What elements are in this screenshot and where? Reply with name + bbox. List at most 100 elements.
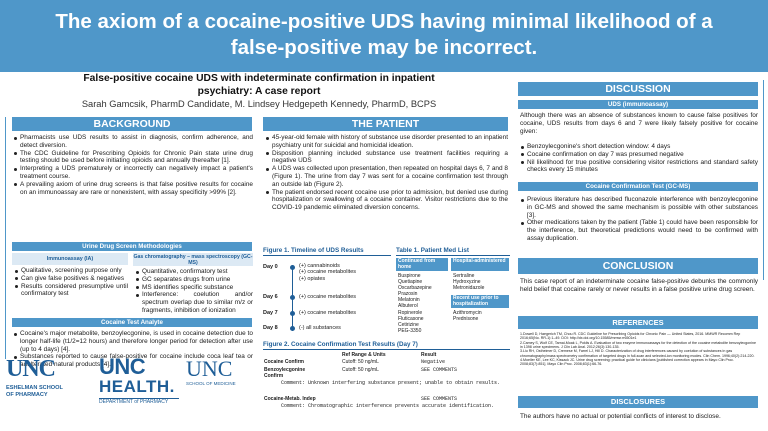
authors: Sarah Gamcsik, PharmD Candidate, M. Lind…: [81, 99, 437, 109]
subtitle-line1: False-positive cocaine UDS with indeterm…: [83, 73, 435, 84]
uds-item: Nil likelihood for true positive conside…: [520, 159, 758, 175]
discussion-gcms-item: Previous literature has described flucon…: [520, 196, 758, 219]
timeline-result: (+) cocaine metabolites: [299, 310, 357, 316]
patient-item: 45-year-old female with history of subst…: [265, 134, 508, 150]
med-item: Quetiapine: [398, 279, 423, 286]
analyte-item: Cocaine's major metabolite, benzoylecgon…: [13, 330, 253, 353]
patient-list: 45-year-old female with history of subst…: [265, 134, 508, 212]
gcms-subheader: Cocaine Confirmation Test (GC-MS): [518, 182, 758, 191]
figure1-title: Figure 1. Timeline of UDS Results: [263, 247, 391, 256]
table1-col1: Buspirone Quetiapine Oxcarbazepine Prazo…: [398, 273, 432, 334]
uds-item: Cocaine confirmation on day 7 was presum…: [520, 151, 758, 159]
poster-subtitle: False-positive cocaine UDS with indeterm…: [4, 73, 514, 98]
timeline-day: Day 6: [263, 294, 278, 300]
discussion-gcms-list: Previous literature has described flucon…: [520, 196, 758, 243]
med-item: Prazosin: [398, 291, 418, 298]
poster-title-line2: false-positive may be incorrect.: [230, 36, 538, 59]
med-item: Cetirizine: [398, 321, 419, 328]
analyte-list: Cocaine's major metabolite, benzoylecgon…: [13, 330, 253, 369]
unc-health-line1: UNC: [99, 354, 146, 379]
background-header: BACKGROUND: [12, 117, 252, 131]
background-item: Interpreting a UDS prematurely or incorr…: [13, 165, 253, 181]
immunoassay-list: Qualitative, screening purpose only Can …: [14, 267, 128, 298]
references-header: REFERENCES: [518, 316, 758, 329]
immunoassay-title: Immunoassay (IA): [12, 253, 128, 265]
timeline-day: Day 8: [263, 325, 278, 331]
immunoassay-item: Qualitative, screening purpose only: [14, 267, 128, 275]
fig2-row-ref: Cutoff: 50 ng/mL: [342, 359, 379, 365]
reference-item: 3.Liu RH, Ostheimer D, Cremese M, Farrel…: [520, 349, 755, 358]
patient-item: A UDS was collected upon presentation, t…: [265, 165, 508, 188]
discussion-gcms-item: Other medications taken by the patient (…: [520, 219, 758, 242]
references-list: 1.Dowell D, Haegerich TM, Chou R. CDC Gu…: [520, 332, 758, 367]
timeline-result: (+) opiates: [299, 275, 326, 282]
fig2-row-label: Cocaine Confirm: [264, 359, 305, 365]
conclusion-header: CONCLUSION: [518, 258, 758, 274]
timeline-dot: [290, 295, 295, 300]
background-list: Pharmacists use UDS results to assist in…: [13, 134, 253, 196]
uds-list: Benzoylecgonine's short detection window…: [520, 143, 758, 174]
fig2-row-result: SEE COMMENTS: [421, 396, 458, 402]
gcms-item: GC separates drugs from urine: [135, 276, 253, 284]
uds-subheader: UDS (immunoassay): [518, 100, 758, 109]
timeline-result: (+) cocaine metabolites: [299, 269, 357, 276]
unc-wordmark: UNC: [6, 356, 56, 382]
unc-health-line2: HEALTH.: [99, 377, 175, 396]
timeline-day: Day 7: [263, 310, 278, 316]
disclosures-header: DISCLOSURES: [518, 396, 758, 408]
disclosures-text: The authors have no actual or potential …: [520, 413, 721, 420]
timeline-dot: [290, 311, 295, 316]
gcms-item: MS identifies specific substance: [135, 284, 253, 292]
analyte-header: Cocaine Test Analyte: [12, 318, 252, 327]
eshelman-line1: ESHELMAN SCHOOL: [6, 385, 63, 391]
fig2-row-result: SEE COMMENTS: [421, 367, 458, 373]
timeline-result: (+) cocaine metabolites: [299, 294, 357, 300]
som-line: SCHOOL OF MEDICINE: [186, 381, 236, 386]
methods-header: Urine Drug Screen Methodologies: [12, 242, 252, 251]
fig2-row-ref: Cutoff: 50 ng/mL: [342, 367, 379, 373]
table1-title: Table 1. Patient Med List: [396, 247, 510, 256]
uds-item: Benzoylecgonine's short detection window…: [520, 143, 758, 151]
fig2-row-label: Cocaine-Metab. Indep: [264, 396, 316, 402]
som-wordmark: UNC: [186, 356, 233, 381]
med-item: Fluticasone: [398, 315, 424, 322]
patient-item: Disposition planning included substance …: [265, 150, 508, 166]
reference-item: 2.Camey S, Wolf CE, Tarnai-Moak L, Pokli…: [520, 340, 756, 350]
med-item: Sertraline: [453, 273, 475, 279]
med-item: Buspirone: [398, 273, 421, 279]
background-item: A prevailing axiom of urine drug screens…: [13, 181, 253, 197]
fig2-row-result: Negative: [421, 359, 446, 365]
fig2-comment: Comment: Unknown interfering substance p…: [281, 380, 501, 386]
gcms-list: Quantitative, confirmatory test GC separ…: [135, 268, 253, 315]
discussion-header: DISCUSSION: [518, 82, 758, 96]
figure1: Figure 1. Timeline of UDS Results Day 0 …: [263, 247, 391, 337]
background-left-border: [5, 117, 6, 359]
med-item: Prednisone: [453, 316, 479, 323]
med-item: Metronidazole: [453, 285, 485, 292]
table1-col2b-head: Recent use prior to hospitalization: [451, 295, 509, 308]
logo-eshelman: UNC ESHELMAN SCHOOL OF PHARMACY: [6, 357, 88, 429]
subtitle-line2: psychiatry: A case report: [197, 85, 321, 97]
reference-item: 1.Dowell D, Haegerich TM, Chou R. CDC Gu…: [520, 332, 741, 341]
table1-col2b: Azithromycin Prednisone: [453, 310, 482, 322]
eshelman-line2: OF PHARMACY: [6, 392, 48, 398]
gcms-title: Gas chromatography – mass spectroscopy (…: [133, 253, 253, 266]
patient-header: THE PATIENT: [263, 117, 508, 131]
figure2: Figure 2. Cocaine Confirmation Test Resu…: [263, 341, 510, 429]
med-item: PEG-3350: [398, 327, 422, 334]
fig2-head: Result: [421, 352, 437, 358]
reference-item: 4.Moeller KE, Lee KC, Kissack JC. Urine …: [520, 358, 734, 367]
timeline-result: (-) all substances: [299, 325, 341, 331]
med-item: Melatonin: [398, 297, 420, 304]
timeline-dot: [290, 265, 295, 270]
background-item: Pharmacists use UDS results to assist in…: [13, 134, 253, 150]
gcms-box: Gas chromatography – mass spectroscopy (…: [133, 253, 253, 315]
immunoassay-item: Results considered presumptive until con…: [14, 283, 128, 299]
med-item: Oxcarbazepine: [398, 285, 432, 292]
fig2-head: Ref Range & Units: [342, 352, 386, 358]
poster-title-line1: The axiom of a cocaine-positive UDS havi…: [55, 10, 713, 33]
dept-pharmacy: DEPARTMENT of PHARMACY: [99, 398, 179, 406]
patient-item: The patient endorsed recent cocaine use …: [265, 189, 508, 212]
conclusion-text: This case report of an indeterminate coc…: [520, 278, 758, 293]
table1-col2: Sertraline Hydroxyzine Metronidazole: [453, 273, 484, 291]
